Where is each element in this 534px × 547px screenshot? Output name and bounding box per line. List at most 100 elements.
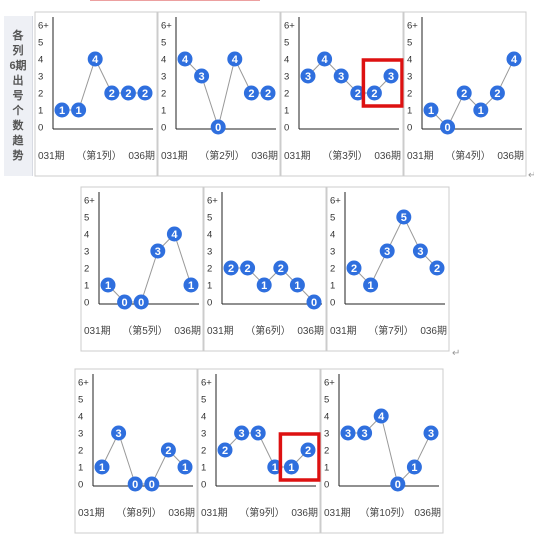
data-label: 3 <box>116 428 122 440</box>
data-label: 3 <box>199 71 205 83</box>
data-label: 2 <box>434 263 440 275</box>
data-label: 0 <box>311 297 317 309</box>
data-point <box>346 260 362 276</box>
panel-border <box>326 186 450 352</box>
series-line <box>101 431 186 485</box>
highlight-box <box>361 58 404 108</box>
y-tick-label: 2 <box>38 89 43 100</box>
x-label-end: 036期 <box>251 150 278 162</box>
panel-border <box>80 186 204 352</box>
data-label: 1 <box>105 280 111 292</box>
panel-border <box>74 368 198 534</box>
y-tick-label: 3 <box>324 429 329 440</box>
data-point <box>363 277 379 293</box>
data-label: 3 <box>305 71 311 83</box>
y-tick-label: 1 <box>161 106 166 117</box>
data-point <box>340 425 356 441</box>
data-label: 2 <box>371 88 377 100</box>
x-label-start: 031期 <box>407 150 434 162</box>
data-label: 2 <box>142 88 148 100</box>
data-label: 4 <box>232 54 239 66</box>
y-tick-label: 5 <box>324 395 329 406</box>
y-tick-label: 1 <box>324 463 329 474</box>
data-point <box>144 476 160 492</box>
x-label-end: 036期 <box>420 325 447 337</box>
data-point <box>300 68 316 84</box>
data-label: 3 <box>345 428 351 440</box>
y-tick-label: 0 <box>407 123 412 134</box>
data-label: 3 <box>388 71 394 83</box>
y-tick-label: 0 <box>284 123 289 134</box>
data-label: 3 <box>428 428 434 440</box>
data-label: 1 <box>294 280 300 292</box>
x-label-column: （第3列） <box>322 149 368 162</box>
y-tick-label: 2 <box>161 89 166 100</box>
data-label: 0 <box>122 297 128 309</box>
data-point <box>234 425 250 441</box>
y-tick-label: 0 <box>201 480 206 491</box>
data-point <box>111 425 127 441</box>
x-label-end: 036期 <box>297 325 324 337</box>
data-point <box>456 85 472 101</box>
x-label-column: （第7列） <box>368 324 414 337</box>
data-point <box>473 102 489 118</box>
y-tick-label: 3 <box>207 247 212 258</box>
y-tick-label: 5 <box>161 38 166 49</box>
y-tick-label: 0 <box>161 123 166 134</box>
y-tick-label: 2 <box>324 446 329 457</box>
data-label: 4 <box>92 54 99 66</box>
data-label: 3 <box>417 246 423 258</box>
data-point <box>429 260 445 276</box>
x-label-start: 031期 <box>207 325 234 337</box>
y-tick-label: 4 <box>78 412 83 423</box>
y-tick-label: 5 <box>407 38 412 49</box>
y-tick-label: 0 <box>84 298 89 309</box>
data-point <box>150 243 166 259</box>
side-label-char: 势 <box>12 150 24 162</box>
data-point <box>273 260 289 276</box>
data-point <box>250 425 266 441</box>
data-point <box>166 226 182 242</box>
data-label: 0 <box>149 479 155 491</box>
y-tick-label: 5 <box>207 213 212 224</box>
y-tick-label: 3 <box>84 247 89 258</box>
data-label: 3 <box>384 246 390 258</box>
data-point <box>423 425 439 441</box>
data-point <box>489 85 505 101</box>
y-tick-label: 1 <box>207 281 212 292</box>
data-point <box>177 459 193 475</box>
side-label: 各列 6期出号个数趋势 <box>4 16 33 176</box>
data-point <box>133 294 149 310</box>
side-label-char: 出 <box>12 75 24 87</box>
y-tick-label: 2 <box>201 446 206 457</box>
data-point <box>100 277 116 293</box>
y-tick-label: 3 <box>201 429 206 440</box>
y-tick-label: 6+ <box>284 21 295 32</box>
y-tick-label: 2 <box>84 264 89 275</box>
x-label-end: 036期 <box>168 507 195 519</box>
y-tick-label: 5 <box>84 213 89 224</box>
data-label: 5 <box>401 212 407 224</box>
data-point <box>300 442 316 458</box>
data-label: 1 <box>76 105 82 117</box>
y-tick-label: 0 <box>324 480 329 491</box>
data-label: 2 <box>351 263 357 275</box>
data-point <box>217 442 233 458</box>
return-mark-2: ↵ <box>452 348 461 359</box>
y-tick-label: 1 <box>330 281 335 292</box>
data-point <box>283 459 299 475</box>
x-label-start: 031期 <box>78 507 105 519</box>
y-tick-label: 5 <box>330 213 335 224</box>
data-label: 3 <box>239 428 245 440</box>
y-tick-label: 4 <box>38 55 43 66</box>
data-point <box>243 85 259 101</box>
y-tick-label: 4 <box>284 55 289 66</box>
x-label-start: 031期 <box>84 325 111 337</box>
series-line <box>348 415 432 485</box>
data-point <box>506 51 522 67</box>
y-tick-label: 6+ <box>207 196 218 207</box>
top-decoration-line <box>90 0 260 1</box>
